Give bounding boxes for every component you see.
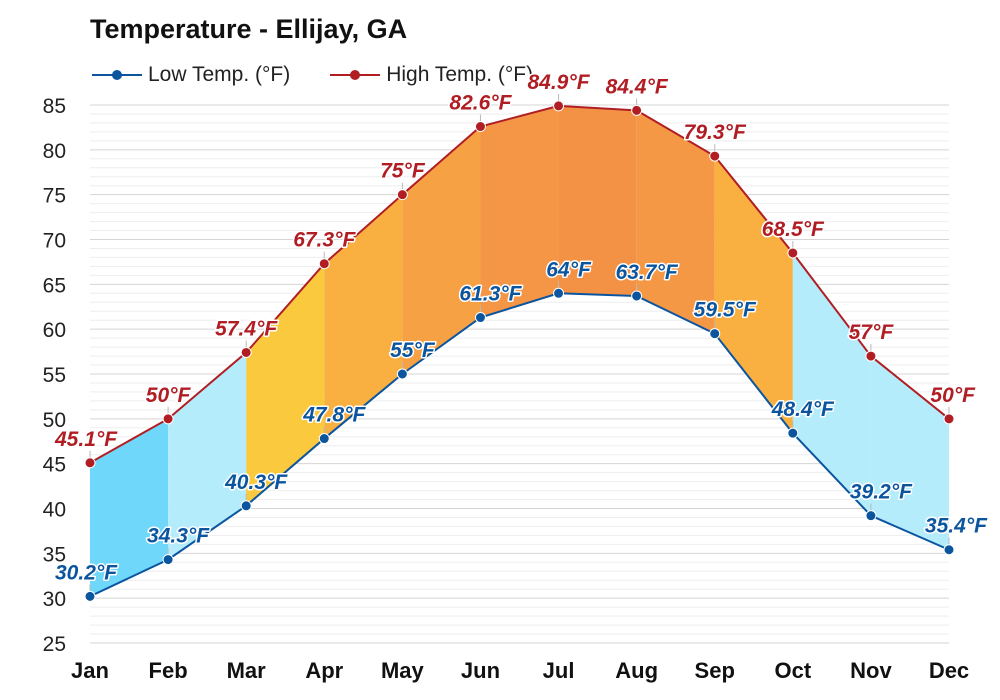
x-tick-label: Nov (850, 658, 892, 683)
temperature-band (246, 263, 325, 506)
low-data-label: 35.4°F (925, 515, 988, 538)
x-tick-label: Oct (774, 658, 811, 683)
low-data-label: 47.8°F (302, 404, 366, 427)
x-tick-label: Jan (71, 658, 109, 683)
high-point[interactable] (553, 100, 565, 112)
low-point[interactable] (84, 590, 96, 602)
x-tick-label: Apr (305, 658, 343, 683)
y-tick-label: 25 (43, 633, 66, 656)
low-point[interactable] (709, 328, 721, 340)
temperature-band (168, 352, 247, 560)
temperature-band (792, 252, 871, 516)
high-point[interactable] (162, 413, 174, 425)
low-data-label: 30.2°F (55, 561, 118, 584)
x-tick-label: Dec (929, 658, 969, 683)
y-tick-label: 80 (43, 140, 66, 163)
high-point[interactable] (787, 247, 799, 259)
low-data-label: 61.3°F (459, 283, 522, 306)
low-point[interactable] (162, 554, 174, 566)
high-data-label: 67.3°F (293, 229, 356, 252)
legend-label-low: Low Temp. (°F) (148, 63, 291, 86)
y-tick-label: 60 (43, 319, 66, 342)
high-data-label: 45.1°F (54, 428, 118, 451)
low-point[interactable] (240, 500, 252, 512)
low-point[interactable] (396, 368, 408, 380)
high-point[interactable] (396, 189, 408, 201)
low-point[interactable] (865, 510, 877, 522)
low-data-label: 48.4°F (771, 398, 835, 421)
low-series-line (89, 292, 950, 598)
x-tick-label: Aug (615, 658, 658, 683)
temperature-band (480, 105, 559, 318)
y-tick-label: 30 (43, 588, 66, 611)
low-data-label: 40.3°F (224, 471, 288, 494)
high-data-label: 50°F (930, 384, 976, 407)
low-data-label: 34.3°F (147, 525, 210, 548)
high-series-line (89, 104, 950, 464)
high-data-label: 68.5°F (762, 218, 825, 241)
temperature-band (90, 418, 169, 597)
y-tick-label: 65 (43, 274, 66, 297)
chart-title: Temperature - Ellijay, GA (90, 14, 408, 44)
y-tick-label: 40 (43, 499, 66, 522)
y-tick-label: 35 (43, 543, 66, 566)
legend: Low Temp. (°F) High Temp. (°F) (92, 62, 573, 88)
legend-entry-high[interactable]: High Temp. (°F) (330, 63, 533, 87)
x-tick-label: Jun (461, 658, 500, 683)
low-point[interactable] (943, 544, 955, 556)
y-tick-label: 55 (43, 364, 66, 387)
x-tick-label: Sep (695, 658, 735, 683)
y-tick-label: 70 (43, 230, 66, 253)
high-data-label: 79.3°F (684, 121, 747, 144)
temperature-band (714, 156, 793, 434)
x-tick-label: Mar (227, 658, 267, 683)
high-point[interactable] (474, 121, 486, 133)
low-data-label: 64°F (546, 258, 592, 281)
temperature-band (402, 126, 481, 375)
high-data-label: 82.6°F (449, 92, 512, 115)
x-tick-label: May (381, 658, 425, 683)
high-point[interactable] (709, 150, 721, 162)
y-tick-label: 50 (43, 409, 66, 432)
low-point[interactable] (553, 287, 565, 299)
legend-entry-low[interactable]: Low Temp. (°F) (92, 63, 290, 87)
high-point[interactable] (318, 258, 330, 270)
low-data-label: 55°F (390, 339, 436, 362)
high-data-label: 84.9°F (527, 71, 590, 94)
temperature-band (870, 356, 949, 550)
low-point[interactable] (631, 290, 643, 302)
high-point[interactable] (240, 346, 252, 358)
high-data-label: 84.4°F (606, 75, 669, 98)
x-tick-label: Feb (149, 658, 188, 683)
high-data-label: 75°F (380, 160, 426, 183)
high-data-label: 50°F (146, 384, 192, 407)
temperature-band (324, 194, 403, 439)
high-data-label: 57°F (849, 321, 895, 344)
legend-label-high: High Temp. (°F) (386, 63, 534, 86)
low-data-label: 59.5°F (694, 299, 757, 322)
y-tick-label: 85 (43, 95, 66, 118)
y-tick-label: 75 (43, 185, 66, 208)
high-point[interactable] (865, 350, 877, 362)
x-tick-label: Jul (543, 658, 575, 683)
low-point[interactable] (474, 312, 486, 324)
y-tick-label: 45 (43, 454, 66, 477)
low-point[interactable] (318, 433, 330, 445)
legend-swatch-high (330, 68, 381, 82)
temperature-band (558, 105, 637, 296)
low-point[interactable] (787, 427, 799, 439)
low-data-label: 63.7°F (616, 261, 679, 284)
high-data-label: 57.4°F (215, 317, 278, 340)
high-point[interactable] (631, 104, 643, 116)
temperature-band (636, 110, 715, 334)
low-data-label: 39.2°F (850, 481, 913, 504)
high-point[interactable] (943, 413, 955, 425)
high-point[interactable] (84, 457, 96, 469)
legend-swatch-low (92, 68, 142, 82)
